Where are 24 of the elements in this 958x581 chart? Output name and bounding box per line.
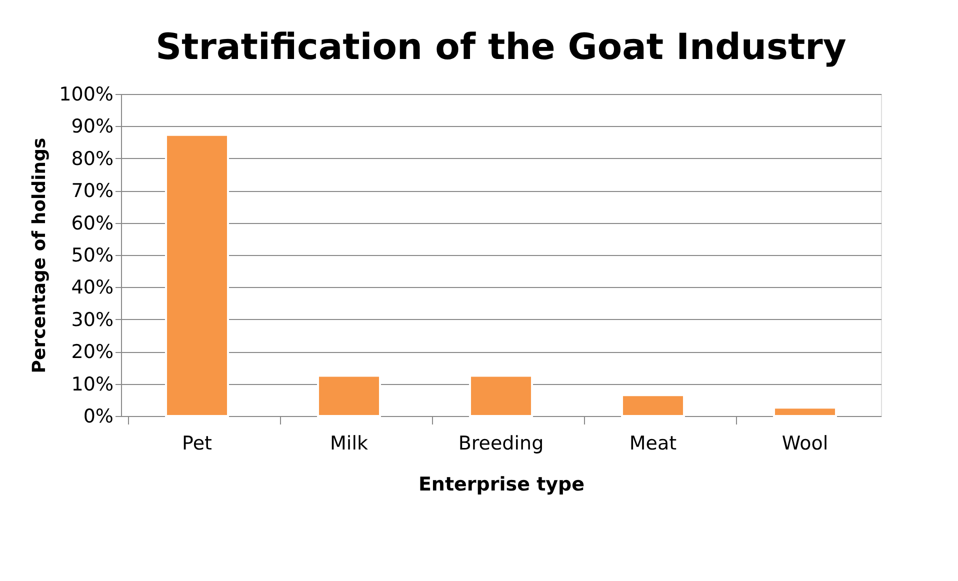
y-tick-label: 40% xyxy=(71,276,114,299)
y-tick-label: 100% xyxy=(59,84,114,106)
chart-title: Stratification of the Goat Industry xyxy=(156,27,846,68)
y-tick-label: 10% xyxy=(71,373,114,396)
y-tick-label: 60% xyxy=(71,212,114,234)
bar xyxy=(469,374,533,417)
y-tick-label: 90% xyxy=(71,116,114,138)
x-tick-label: Milk xyxy=(330,432,368,454)
x-axis-title: Enterprise type xyxy=(418,474,585,496)
x-tick-label: Breeding xyxy=(458,432,544,454)
y-tick-label: 70% xyxy=(71,180,114,202)
y-tick-label: 30% xyxy=(71,308,114,331)
y-axis-title: Percentage of holdings xyxy=(29,138,50,374)
y-tick-label: 20% xyxy=(71,341,114,364)
y-tick-label: 50% xyxy=(71,244,114,266)
x-tick-label: Meat xyxy=(629,432,677,454)
bar xyxy=(317,374,381,417)
x-tick-label: Wool xyxy=(782,432,828,454)
bar xyxy=(621,394,685,417)
bar xyxy=(165,134,229,417)
bar xyxy=(773,406,837,417)
x-tick-label: Pet xyxy=(182,432,212,454)
y-tick-label: 0% xyxy=(83,406,114,428)
y-tick-label: 80% xyxy=(71,148,114,170)
